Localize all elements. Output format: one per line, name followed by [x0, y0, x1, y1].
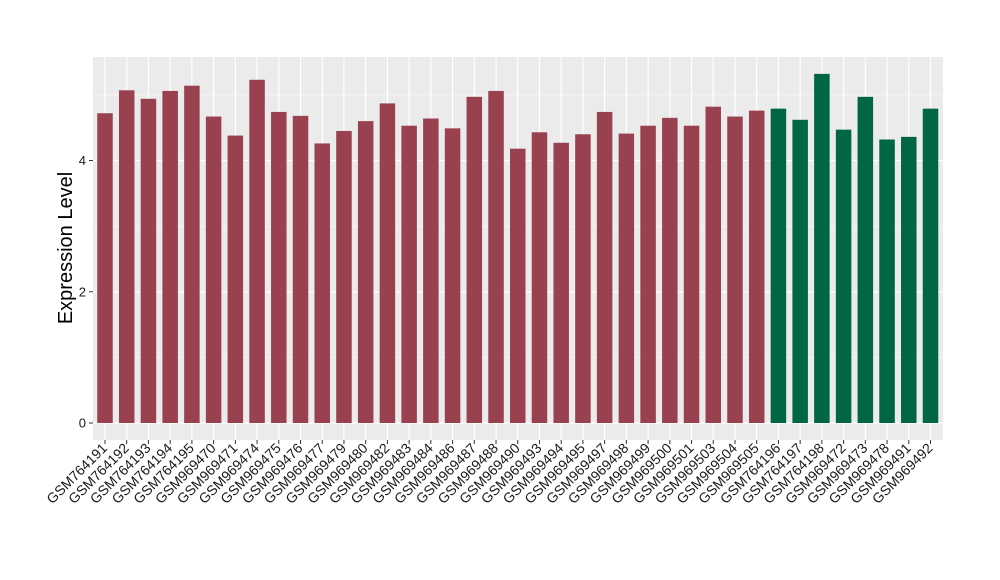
bar-GSM969478	[879, 139, 895, 423]
bar-GSM969503	[705, 106, 722, 423]
bar-GSM969487	[466, 96, 483, 423]
bar-GSM969470	[205, 116, 222, 423]
bar-GSM764193	[140, 98, 157, 423]
bar-GSM969477	[314, 143, 330, 423]
bar-GSM969473	[857, 96, 874, 423]
bar-GSM764191	[97, 113, 113, 423]
bar-GSM764197	[792, 119, 808, 423]
bar-GSM969474	[249, 79, 265, 423]
bar-GSM969479	[336, 130, 352, 423]
bar-GSM764198	[814, 73, 830, 423]
y-tick-label: 4	[79, 153, 86, 168]
bar-GSM764196	[770, 108, 787, 423]
bar-GSM969499	[640, 125, 656, 423]
bar-GSM969501	[683, 125, 700, 423]
bar-GSM969476	[292, 115, 309, 423]
bars	[97, 73, 939, 423]
bar-GSM969494	[553, 142, 569, 423]
bar-GSM969492	[922, 108, 939, 423]
bar-GSM764195	[184, 85, 200, 423]
bar-GSM969475	[271, 111, 287, 423]
bar-GSM969493	[531, 132, 548, 423]
bar-GSM969491	[901, 136, 917, 423]
bar-GSM969505	[748, 110, 765, 423]
y-axis: 0 2 4	[79, 153, 93, 431]
bar-GSM969488	[488, 90, 504, 423]
bar-GSM969484	[423, 118, 439, 423]
bar-GSM969500	[662, 117, 678, 423]
y-tick-label: 0	[79, 416, 86, 431]
y-axis-title: Expression Level	[55, 172, 77, 324]
bar-GSM969486	[444, 128, 461, 423]
bar-GSM969498	[618, 133, 635, 423]
bar-GSM969480	[357, 121, 374, 423]
bar-GSM969471	[227, 135, 244, 423]
bar-GSM764194	[162, 90, 178, 423]
x-axis: GSM764191GSM764192GSM764193GSM764194GSM7…	[43, 440, 936, 507]
bar-GSM969483	[401, 125, 417, 423]
bar-GSM764192	[118, 90, 135, 423]
bar-GSM969482	[379, 103, 396, 423]
bar-GSM969495	[575, 134, 591, 423]
bar-GSM969497	[596, 111, 613, 423]
bar-GSM969490	[510, 148, 526, 423]
bar-GSM969504	[727, 116, 743, 423]
bar-GSM969472	[835, 129, 852, 423]
y-tick-label: 2	[79, 284, 86, 299]
